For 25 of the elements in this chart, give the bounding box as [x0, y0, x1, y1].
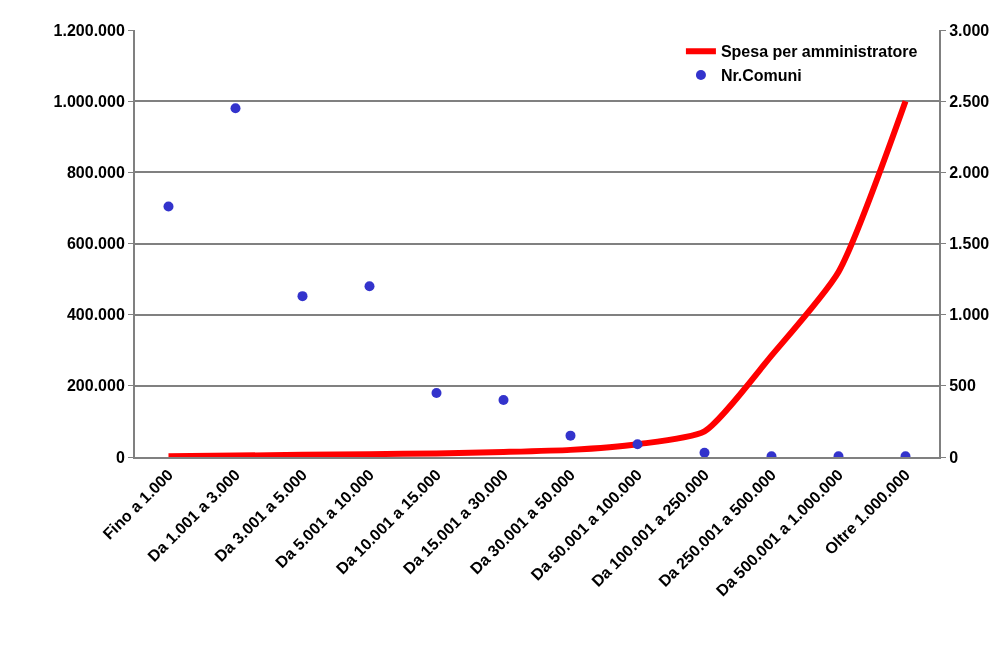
point — [498, 395, 509, 406]
point — [364, 281, 375, 292]
y-tick-label: 400.000 — [66, 306, 125, 324]
point — [431, 387, 442, 398]
y2-tick-label: 500 — [949, 377, 976, 395]
y2-tick-label: 1.000 — [949, 306, 990, 324]
y2-tick-label: 1.500 — [949, 235, 990, 253]
point — [565, 430, 576, 441]
y2-tick-label: 3.000 — [949, 21, 990, 39]
y2-tick-label: 2.000 — [949, 163, 990, 181]
point — [632, 439, 643, 450]
point — [699, 447, 710, 457]
y-tick-label: 800.000 — [66, 163, 125, 181]
y-tick-label: 0 — [115, 448, 125, 466]
legend-label: Nr.Comuni — [720, 67, 802, 85]
y-tick-label: 1.200.000 — [53, 21, 125, 39]
point — [230, 103, 241, 114]
y-tick-label: 200.000 — [66, 377, 125, 395]
point — [297, 291, 308, 302]
y-tick-label: 600.000 — [66, 235, 125, 253]
y2-tick-label: 2.500 — [949, 92, 990, 110]
point — [163, 201, 174, 212]
legend-label: Spesa per amministratore — [720, 43, 918, 61]
y2-tick-label: 0 — [949, 448, 959, 466]
y-tick-label: 1.000.000 — [53, 92, 125, 110]
